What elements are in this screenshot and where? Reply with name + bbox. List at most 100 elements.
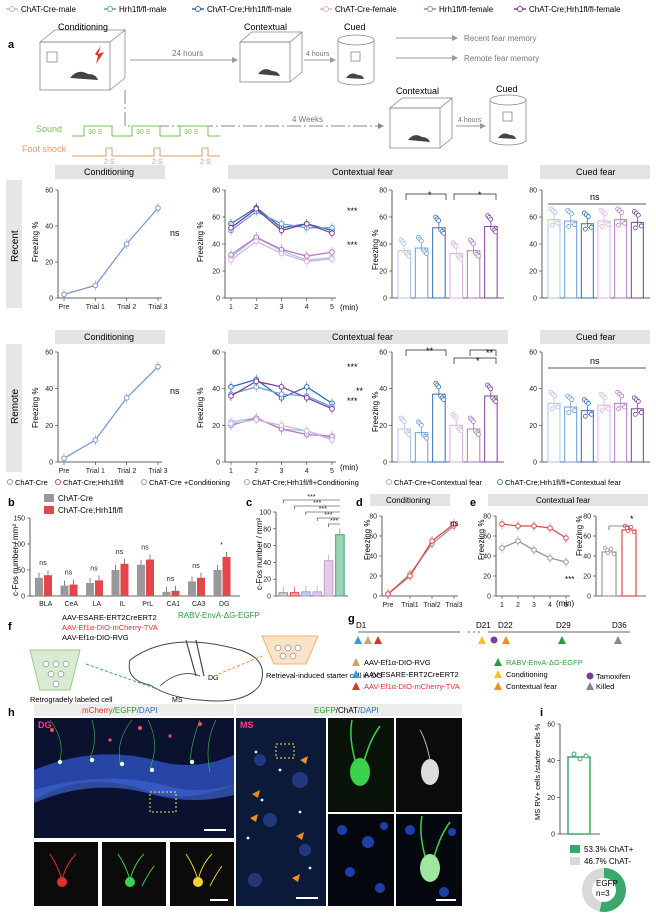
y-tick-label: 40: [379, 386, 387, 393]
x-tick-label: 4: [305, 304, 309, 311]
data-point: [604, 547, 610, 553]
data-point: [303, 384, 310, 390]
svg-text:ChAT-Cre;Hrh1fl/fl: ChAT-Cre;Hrh1fl/fl: [58, 506, 123, 515]
y-tick-label: 60: [547, 722, 555, 729]
y-tick-label: 50: [17, 568, 25, 575]
series-line: [63, 207, 159, 296]
data-point: [635, 399, 641, 404]
x-tick-label: 1: [500, 602, 504, 609]
data-point: [611, 551, 617, 557]
svg-text:ChAT-Cre-female: ChAT-Cre-female: [335, 5, 397, 14]
svg-text:**: **: [356, 386, 364, 396]
data-point: [92, 437, 99, 443]
data-point: [555, 220, 561, 226]
y-tick-label: 60: [212, 350, 220, 357]
series-line: [63, 366, 159, 459]
y-tick-label: 20: [212, 269, 220, 276]
data-point: [61, 291, 67, 298]
y-tick-label: 60: [45, 350, 53, 357]
svg-text:g: g: [348, 613, 355, 625]
significance-bracket: [294, 505, 340, 509]
svg-text:ChAT-Cre-male: ChAT-Cre-male: [21, 5, 77, 14]
data-point: [92, 282, 99, 289]
bar: [630, 221, 644, 299]
y-tick-label: 40: [369, 554, 377, 561]
stat-label: ns: [167, 576, 175, 583]
svg-text:Hrh1fl/fl-male: Hrh1fl/fl-male: [119, 5, 167, 14]
svg-text:Conditioning: Conditioning: [386, 496, 430, 505]
data-point: [303, 220, 310, 227]
bar: [278, 592, 288, 597]
data-point: [493, 229, 499, 235]
y-tick-label: 60: [529, 350, 537, 357]
stat-label: ns: [116, 549, 124, 556]
bar: [630, 408, 644, 463]
data-point: [406, 432, 412, 437]
y-tick-label: 60: [583, 534, 591, 541]
svg-text:4 hours: 4 hours: [458, 117, 482, 124]
svg-text:a: a: [8, 39, 15, 51]
data-point: [385, 591, 391, 597]
y-tick-label: 20: [547, 795, 555, 802]
data-point: [608, 546, 614, 552]
svg-text:Hrh1fl/fl-female: Hrh1fl/fl-female: [439, 5, 494, 14]
data-point: [228, 225, 234, 231]
data-point: [599, 408, 605, 414]
svg-text:Foot shock: Foot shock: [22, 144, 67, 154]
svg-text:Cued: Cued: [344, 22, 366, 32]
significance-bracket: [453, 357, 497, 364]
svg-text:Conditioning: Conditioning: [84, 167, 134, 177]
data-point: [303, 395, 310, 401]
svg-text:D29: D29: [556, 621, 571, 630]
x-tick-label: 1: [229, 304, 233, 311]
x-tick-label: Pre: [383, 602, 394, 609]
bar: [621, 529, 637, 597]
data-point: [549, 406, 555, 412]
panel-f: f AAV-ESARE-ERT2CreERT2 AAV-Ef1α-DIO-mCh…: [8, 611, 382, 704]
data-point: [329, 249, 335, 255]
svg-text:MS: MS: [172, 697, 183, 704]
data-point: [418, 238, 424, 244]
bar: [197, 577, 205, 596]
data-point: [499, 521, 505, 527]
svg-text:EGFP/ChAT/DAPI: EGFP/ChAT/DAPI: [314, 706, 379, 715]
panel-a: a Conditioning 24 hours Contextual 4 hou…: [8, 22, 539, 166]
y-tick-label: 80: [212, 188, 220, 195]
bar: [312, 591, 322, 597]
svg-text:Retrogradely labeled cell: Retrogradely labeled cell: [30, 695, 113, 704]
data-point: [423, 251, 429, 256]
svg-text:Retrieval-induced starter cell: Retrieval-induced starter cell in DG: [266, 671, 382, 680]
svg-text:*: *: [478, 190, 482, 200]
svg-text:Contextual: Contextual: [244, 22, 287, 32]
data-point: [228, 384, 234, 390]
svg-text:Killed: Killed: [596, 682, 614, 691]
bar: [86, 583, 94, 596]
x-tick-label: Trial 2: [117, 304, 136, 311]
bar: [432, 227, 446, 299]
bar: [69, 584, 78, 596]
bar: [120, 563, 129, 596]
svg-text:c-Fos number / mm²: c-Fos number / mm²: [255, 518, 264, 590]
significance-bracket: [453, 193, 497, 200]
x-tick-label: LA: [92, 601, 101, 608]
svg-text:2 S: 2 S: [104, 159, 115, 166]
series-line: [387, 525, 455, 595]
y-tick-label: 40: [379, 242, 387, 249]
data-point: [616, 222, 622, 228]
data-point: [631, 529, 637, 535]
x-tick-label: CA3: [192, 601, 206, 608]
y-tick-label: 0: [551, 832, 555, 839]
svg-text:h: h: [8, 707, 15, 719]
data-point: [493, 399, 499, 404]
y-tick-label: 80: [379, 188, 387, 195]
y-tick-label: 20: [263, 577, 271, 584]
data-point: [436, 384, 442, 390]
data-point: [605, 222, 611, 228]
svg-text:mCherry/EGFP/DAPI: mCherry/EGFP/DAPI: [82, 706, 158, 715]
bar: [213, 570, 222, 596]
svg-text:**: **: [486, 348, 494, 358]
svg-text:Freezing %: Freezing %: [196, 388, 205, 428]
svg-text:Contextual fear: Contextual fear: [332, 332, 393, 342]
